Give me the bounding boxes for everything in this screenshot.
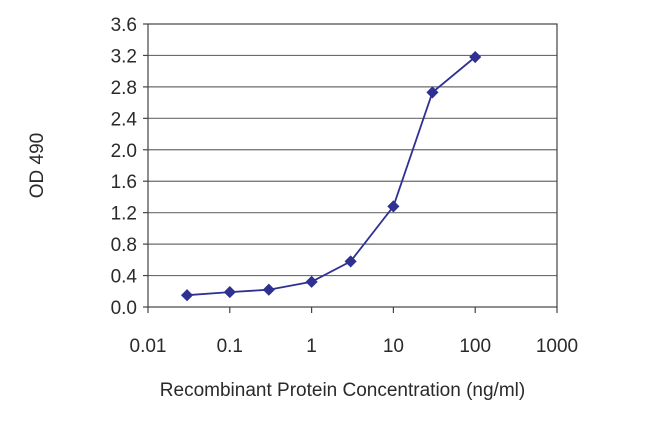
y-tick-label: 3.6	[111, 15, 137, 36]
y-tick-label: 3.2	[111, 46, 137, 67]
y-tick-label: 1.2	[111, 204, 137, 225]
data-point	[469, 50, 482, 64]
y-tick-label: 1.6	[111, 172, 137, 193]
series-layer	[180, 50, 482, 302]
x-tick-label: 10	[383, 336, 404, 357]
x-tick-label: 100	[459, 336, 491, 357]
data-point	[344, 255, 357, 268]
y-axis-title: OD 490	[27, 133, 48, 198]
x-tick-label: 0.01	[130, 336, 167, 357]
data-point	[426, 86, 439, 99]
x-axis-title: Recombinant Protein Concentration (ng/ml…	[160, 380, 525, 401]
y-tick-label: 0.0	[111, 298, 137, 319]
y-tick-label: 0.8	[111, 235, 137, 256]
data-point	[387, 200, 400, 213]
x-tick-label: 0.1	[217, 336, 243, 357]
axis-ticks: 0.0 0.4 0.8 1.2 1.6 2.0 2.4 2.8 3.2 3.6 0.01 0.1 1 10…	[111, 15, 579, 357]
data-point	[180, 289, 194, 302]
data-point	[223, 285, 236, 299]
plot-area-frame	[147, 23, 558, 308]
data-point	[262, 283, 275, 296]
gridlines	[148, 54, 557, 277]
x-tick-label: 1	[306, 336, 317, 357]
y-tick-label: 2.0	[111, 141, 137, 162]
data-point	[305, 275, 318, 288]
series-line	[186, 56, 476, 297]
x-tick-label: 1000	[536, 336, 578, 357]
y-tick-label: 0.4	[111, 267, 138, 288]
y-tick-label: 2.4	[111, 109, 138, 130]
y-tick-label: 2.8	[111, 78, 137, 99]
